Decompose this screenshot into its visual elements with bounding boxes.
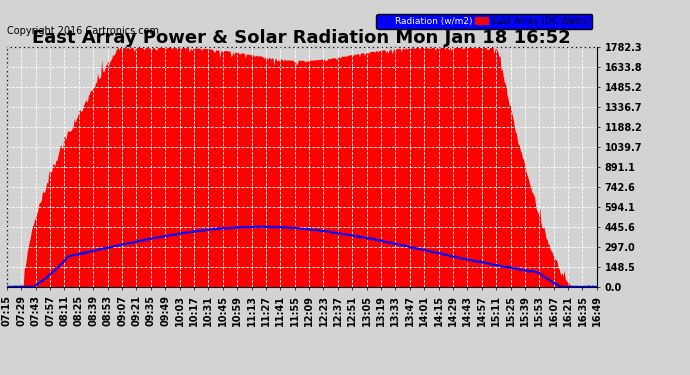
- Text: Copyright 2016 Cartronics.com: Copyright 2016 Cartronics.com: [7, 26, 159, 36]
- Legend: Radiation (w/m2), East Array (DC Watts): Radiation (w/m2), East Array (DC Watts): [376, 14, 592, 28]
- Title: East Array Power & Solar Radiation Mon Jan 18 16:52: East Array Power & Solar Radiation Mon J…: [32, 29, 571, 47]
